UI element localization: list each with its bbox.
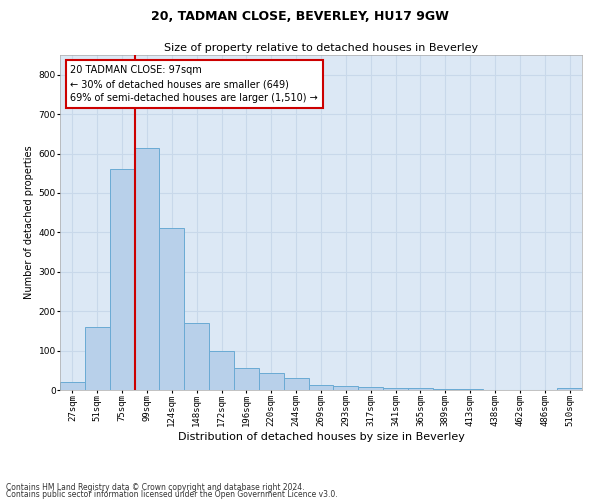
Bar (358, 387, 383, 390)
Title: Size of property relative to detached houses in Beverley: Size of property relative to detached ho… (164, 43, 478, 53)
Text: 20, TADMAN CLOSE, BEVERLEY, HU17 9GW: 20, TADMAN CLOSE, BEVERLEY, HU17 9GW (151, 10, 449, 23)
Text: Contains HM Land Registry data © Crown copyright and database right 2024.: Contains HM Land Registry data © Crown c… (6, 484, 305, 492)
Bar (557, 388, 582, 390)
Bar (383, 388, 408, 390)
Text: 20 TADMAN CLOSE: 97sqm
← 30% of detached houses are smaller (649)
69% of semi-de: 20 TADMAN CLOSE: 97sqm ← 30% of detached… (70, 65, 318, 103)
Bar (234, 368, 259, 390)
Bar (134, 148, 160, 390)
Text: Contains public sector information licensed under the Open Government Licence v3: Contains public sector information licen… (6, 490, 338, 499)
Bar (259, 373, 284, 390)
Bar (60, 382, 85, 390)
Bar (209, 350, 234, 390)
Y-axis label: Number of detached properties: Number of detached properties (25, 146, 34, 300)
Bar (408, 388, 433, 390)
Bar (284, 378, 308, 390)
Bar (334, 386, 358, 390)
Bar (433, 389, 458, 390)
Bar (308, 385, 334, 390)
Bar (458, 389, 482, 390)
Bar (85, 327, 110, 390)
X-axis label: Distribution of detached houses by size in Beverley: Distribution of detached houses by size … (178, 432, 464, 442)
Bar (110, 170, 134, 390)
Bar (184, 323, 209, 390)
Bar (160, 228, 184, 390)
